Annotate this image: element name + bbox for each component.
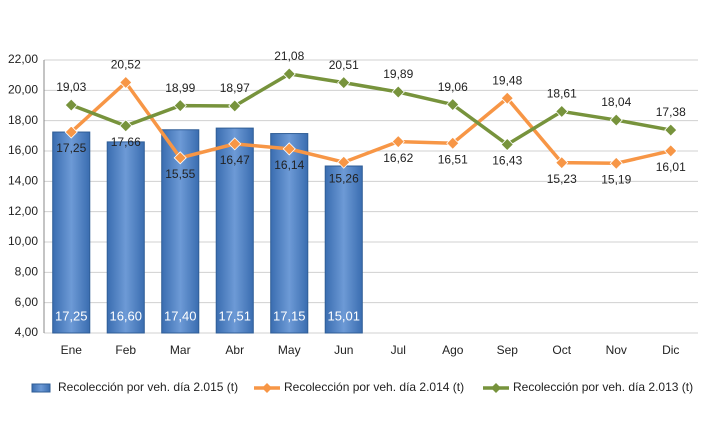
- y-tick-label: 4,00: [15, 325, 39, 339]
- data-label: 16,01: [656, 160, 686, 174]
- x-tick-label: Ene: [61, 343, 83, 357]
- x-tick-label: Abr: [225, 343, 244, 357]
- y-tick-label: 6,00: [15, 295, 39, 309]
- marker: [500, 137, 514, 152]
- y-tick-label: 12,00: [8, 204, 38, 218]
- marker: [664, 123, 678, 137]
- marker: [391, 135, 405, 149]
- data-label: 17,38: [656, 105, 686, 119]
- y-tick-label: 16,00: [8, 143, 38, 157]
- y-tick-label: 18,00: [8, 113, 38, 127]
- bar-label: 17,40: [164, 308, 197, 323]
- data-label: 15,23: [547, 172, 577, 186]
- data-label: 19,89: [383, 67, 413, 81]
- data-label: 18,97: [220, 81, 250, 95]
- bar-label: 15,01: [327, 308, 360, 323]
- marker: [609, 113, 623, 127]
- y-tick-label: 8,00: [15, 265, 39, 279]
- legend-label: Recolección por veh. día 2.013 (t): [513, 380, 693, 394]
- marker: [446, 136, 460, 150]
- y-tick-label: 10,00: [8, 234, 38, 248]
- marker: [173, 99, 187, 113]
- data-label: 15,19: [601, 172, 631, 186]
- bar: [270, 133, 309, 334]
- legend-marker: [262, 383, 272, 393]
- data-label: 16,62: [383, 151, 413, 165]
- bar-label: 17,25: [55, 308, 88, 323]
- marker: [64, 125, 78, 139]
- x-tick-label: May: [278, 343, 301, 357]
- data-label: 16,51: [438, 152, 468, 166]
- marker: [228, 137, 242, 151]
- marker: [119, 119, 133, 133]
- data-label: 15,55: [165, 167, 195, 181]
- marker: [337, 76, 351, 90]
- marker: [64, 98, 78, 112]
- data-label: 19,06: [438, 80, 468, 94]
- legend-swatch: [31, 383, 51, 393]
- bar: [215, 127, 254, 334]
- x-tick-label: Ago: [442, 343, 464, 357]
- data-label: 16,14: [274, 158, 304, 172]
- marker: [664, 144, 678, 158]
- bar: [324, 165, 363, 334]
- x-tick-label: Jun: [334, 343, 353, 357]
- x-tick-label: Nov: [606, 343, 627, 357]
- marker: [228, 99, 242, 113]
- data-label: 17,25: [56, 141, 86, 155]
- x-tick-label: Dic: [662, 343, 679, 357]
- data-label: 19,03: [56, 80, 86, 94]
- data-label: 17,66: [111, 135, 141, 149]
- marker: [391, 85, 405, 99]
- marker: [446, 98, 460, 112]
- bar: [106, 141, 145, 334]
- x-tick-label: Sep: [497, 343, 519, 357]
- data-label: 18,99: [165, 81, 195, 95]
- data-label: 20,52: [111, 58, 141, 72]
- y-tick-label: 22,00: [8, 52, 38, 66]
- y-tick-label: 14,00: [8, 174, 38, 188]
- legend-label: Recolección por veh. día 2.015 (t): [58, 380, 238, 394]
- marker: [173, 151, 187, 165]
- y-tick-label: 20,00: [8, 83, 38, 97]
- marker: [555, 104, 569, 118]
- data-label: 21,08: [274, 49, 304, 63]
- data-label: 18,61: [547, 87, 577, 101]
- marker: [282, 142, 296, 156]
- bar: [52, 131, 91, 334]
- legend-marker: [491, 383, 501, 393]
- marker: [609, 156, 623, 170]
- marker: [337, 155, 351, 169]
- bar-label: 17,51: [218, 308, 251, 323]
- legend-label: Recolección por veh. día 2.014 (t): [284, 380, 464, 394]
- x-tick-label: Feb: [115, 343, 136, 357]
- data-label: 18,04: [601, 95, 631, 109]
- marker: [555, 156, 569, 170]
- marker: [282, 67, 296, 81]
- x-tick-label: Mar: [170, 343, 191, 357]
- data-label: 19,48: [492, 73, 522, 87]
- data-label: 20,51: [329, 58, 359, 72]
- bar-label: 17,15: [273, 308, 306, 323]
- line: [70, 72, 672, 147]
- line: [70, 79, 672, 166]
- marker: [500, 91, 514, 105]
- bar-label: 16,60: [109, 308, 142, 323]
- data-label: 15,26: [329, 171, 359, 185]
- data-label: 16,43: [492, 154, 522, 168]
- data-label: 16,47: [220, 153, 250, 167]
- marker: [119, 75, 133, 90]
- x-tick-label: Jul: [391, 343, 406, 357]
- x-tick-label: Oct: [552, 343, 571, 357]
